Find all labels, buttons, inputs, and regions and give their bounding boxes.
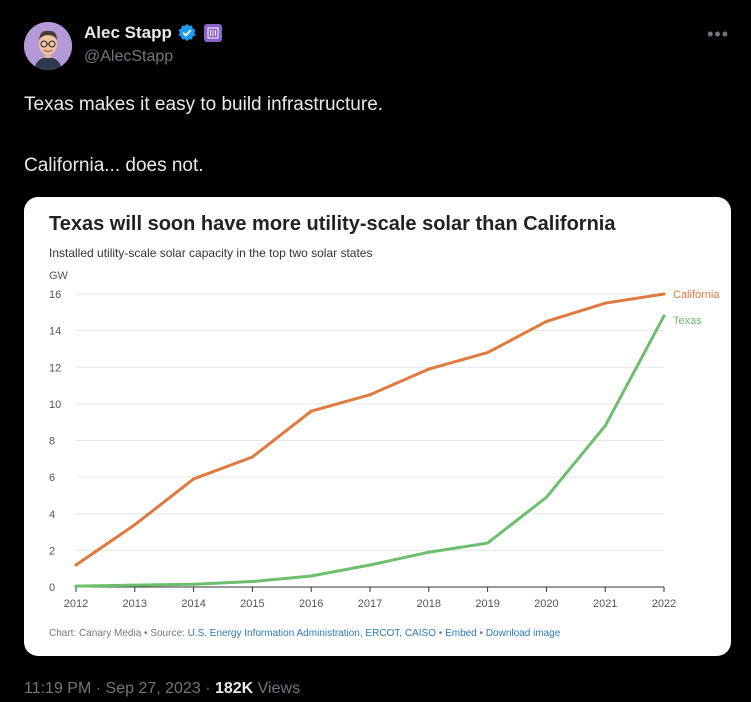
data-point-california	[427, 367, 431, 371]
footer-separator: •	[476, 628, 486, 639]
x-tick-label: 2013	[123, 598, 147, 610]
data-point-texas	[133, 583, 137, 587]
line-chart: 0 2 4 6 8 10 12 14 16 2012 2013 2014 2015 2016 2017 201…	[49, 289, 720, 610]
series-label-california: California	[673, 289, 720, 301]
tweet-text-line-1: Texas makes it easy to build infrastruct…	[24, 94, 384, 115]
affiliation-badge-icon[interactable]	[203, 24, 222, 42]
tweet-text-line-2: California... does not.	[24, 155, 204, 176]
views-label: Views	[257, 680, 301, 697]
x-tick-label: 2016	[299, 598, 323, 610]
data-point-california	[368, 393, 372, 397]
x-tick-label: 2012	[64, 598, 88, 610]
y-tick-label: 12	[49, 362, 61, 374]
chart-card[interactable]: Texas will soon have more utility-scale …	[24, 197, 731, 656]
x-tick-label: 2021	[593, 598, 617, 610]
y-tick-label: 6	[49, 472, 55, 484]
y-tick-label: 16	[49, 289, 61, 301]
data-point-texas	[250, 580, 254, 584]
name-row: Alec Stapp	[84, 22, 222, 44]
data-point-texas	[309, 574, 313, 578]
tweet-time[interactable]: 11:19 PM	[24, 680, 92, 697]
data-point-texas	[74, 584, 78, 588]
x-tick-label: 2014	[181, 598, 205, 610]
y-tick-label: 4	[49, 509, 55, 521]
data-point-california	[133, 523, 137, 527]
y-axis-label: GW	[49, 270, 68, 282]
data-point-california	[544, 319, 548, 323]
meta-separator: ·	[95, 680, 106, 697]
source-link[interactable]: U.S. Energy Information Administration, …	[187, 628, 436, 639]
x-tick-label: 2019	[475, 598, 499, 610]
data-point-california	[309, 409, 313, 413]
verified-badge-icon	[178, 23, 196, 42]
data-point-california	[250, 455, 254, 459]
chart-footer: Chart: Canary Media • Source: U.S. Energ…	[49, 628, 560, 639]
x-tick-label: 2015	[240, 598, 264, 610]
download-image-link[interactable]: Download image	[485, 628, 561, 639]
footer-separator: •	[436, 628, 446, 639]
data-point-texas	[603, 424, 607, 428]
data-point-california	[192, 477, 196, 481]
x-tick-label: 2018	[417, 598, 441, 610]
user-handle[interactable]: @AlecStapp	[84, 48, 174, 65]
footer-credit: Chart: Canary Media • Source:	[49, 628, 188, 639]
views-count: 182K	[214, 680, 254, 697]
chart-title: Texas will soon have more utility-scale …	[49, 213, 616, 235]
y-tick-label: 14	[49, 326, 61, 338]
data-point-california	[603, 301, 607, 305]
x-tick-label: 2020	[534, 598, 558, 610]
chart-subtitle: Installed utility-scale solar capacity i…	[49, 246, 373, 260]
data-point-texas	[486, 541, 490, 545]
x-tick-label: 2017	[358, 598, 382, 610]
data-point-texas	[192, 582, 196, 586]
data-point-texas	[368, 563, 372, 567]
data-point-texas	[427, 550, 431, 554]
more-options-icon[interactable]: •••	[707, 24, 729, 44]
data-point-texas	[544, 495, 548, 499]
data-point-california	[74, 563, 78, 567]
avatar[interactable]	[24, 22, 72, 70]
series-label-texas: Texas	[673, 315, 702, 327]
y-tick-label: 0	[49, 582, 55, 594]
tweet-date[interactable]: Sep 27, 2023	[105, 680, 201, 697]
display-name[interactable]: Alec Stapp	[84, 23, 172, 42]
data-point-texas	[662, 314, 666, 318]
data-point-california	[486, 351, 490, 355]
data-point-california	[662, 292, 666, 296]
series-line-california	[74, 292, 666, 567]
avatar-illustration-icon	[24, 22, 72, 70]
series-line-texas	[74, 314, 666, 588]
y-tick-label: 10	[49, 399, 61, 411]
y-tick-label: 2	[49, 545, 55, 557]
x-tick-label: 2022	[652, 598, 676, 610]
meta-separator: ·	[205, 680, 215, 697]
tweet-meta: 11:19 PM · Sep 27, 2023 · 182K Views	[24, 680, 300, 698]
embed-link[interactable]: Embed	[445, 628, 477, 639]
y-tick-label: 8	[49, 436, 55, 448]
